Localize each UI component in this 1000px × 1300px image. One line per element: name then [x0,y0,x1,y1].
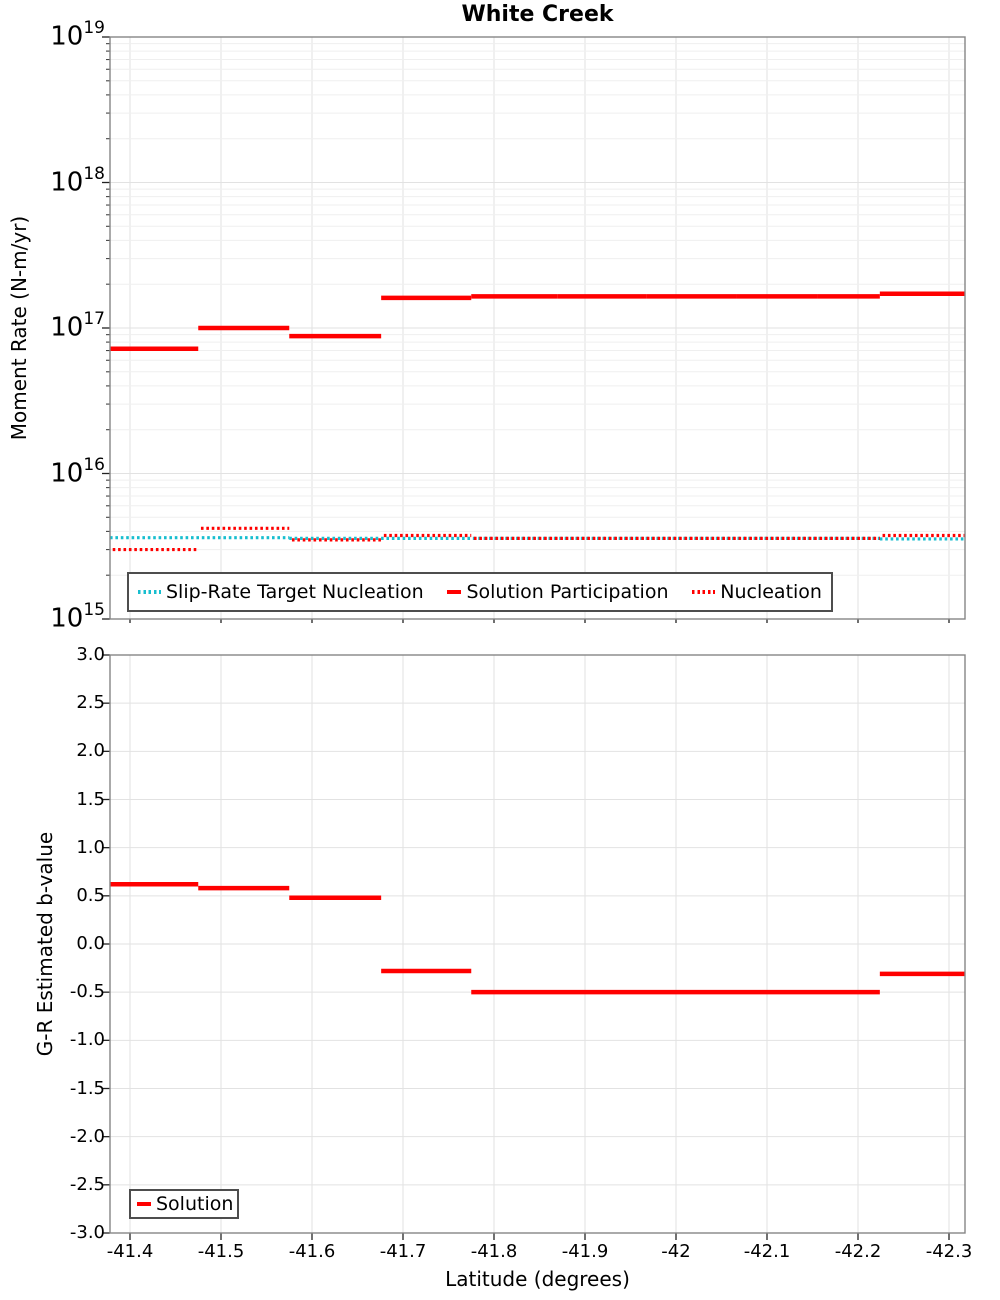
x-tick-label--41.6: -41.6 [288,1241,336,1262]
legend-label: Solution Participation [466,581,669,603]
y-tick-label-3.0: 3.0 [76,644,105,665]
y-tick-label-10e15: 1015 [50,600,105,634]
x-tick-label--41.4: -41.4 [106,1241,154,1262]
y-tick-label-0.5: 0.5 [76,884,105,906]
y-tick-label-10e16: 1016 [50,454,105,489]
x-tick-label--42.2: -42.2 [834,1241,882,1262]
bottom-plot-spines [109,654,966,1234]
y-tick-label--0.5: -0.5 [69,981,105,1003]
top-plot-spines [109,36,966,620]
y-tick-label--1.5: -1.5 [69,1077,105,1099]
y-tick-label-2.0: 2.0 [76,740,105,762]
bottom-legend: Solution [129,1189,239,1219]
red-solid-line-swatch [137,1201,151,1207]
y-tick-label-1.0: 1.0 [76,836,105,858]
y-tick-label--3.0: -3.0 [69,1222,105,1243]
red-solid-line-swatch [447,589,462,595]
x-tick-label--42: -42 [661,1241,691,1262]
y-tick-label-10e18: 1018 [50,163,105,198]
bottom-y-axis-label: G-R Estimated b-value [33,831,57,1057]
x-tick-label--42.1: -42.1 [743,1241,791,1262]
y-tick-label--1.0: -1.0 [69,1029,105,1051]
legend-label: Solution [156,1193,234,1215]
y-tick-label--2.0: -2.0 [69,1125,105,1147]
y-tick-label-1.5: 1.5 [76,788,105,810]
x-tick-label--41.8: -41.8 [470,1241,518,1262]
y-tick-label-10e19: 1019 [50,18,105,52]
top-y-axis-label: Moment Rate (N-m/yr) [7,215,31,441]
y-tick-label-2.5: 2.5 [76,692,105,714]
x-tick-label--41.5: -41.5 [197,1241,245,1262]
top-legend: Slip-Rate Target Nucleation Solution Par… [127,572,833,612]
legend-label: Nucleation [720,581,822,603]
y-tick-label--2.5: -2.5 [69,1173,105,1195]
legend-item-nucleation: Nucleation [692,581,822,603]
x-axis-label: Latitude (degrees) [445,1267,630,1291]
y-tick-label-0.0: 0.0 [76,933,105,954]
teal-dotted-line-swatch [138,590,161,594]
x-tick-label--42.3: -42.3 [925,1241,973,1262]
legend-item-slip-rate-target-nucleation: Slip-Rate Target Nucleation [138,581,424,603]
legend-label: Slip-Rate Target Nucleation [166,581,424,603]
y-tick-label-10e17: 1017 [50,309,105,343]
legend-item-solution-participation: Solution Participation [447,581,669,603]
chart-title: White Creek [461,2,614,27]
x-tick-label--41.9: -41.9 [561,1241,609,1262]
x-tick-label--41.7: -41.7 [379,1241,427,1262]
red-dotted-line-swatch [692,590,716,594]
legend-item-solution: Solution [137,1193,233,1215]
